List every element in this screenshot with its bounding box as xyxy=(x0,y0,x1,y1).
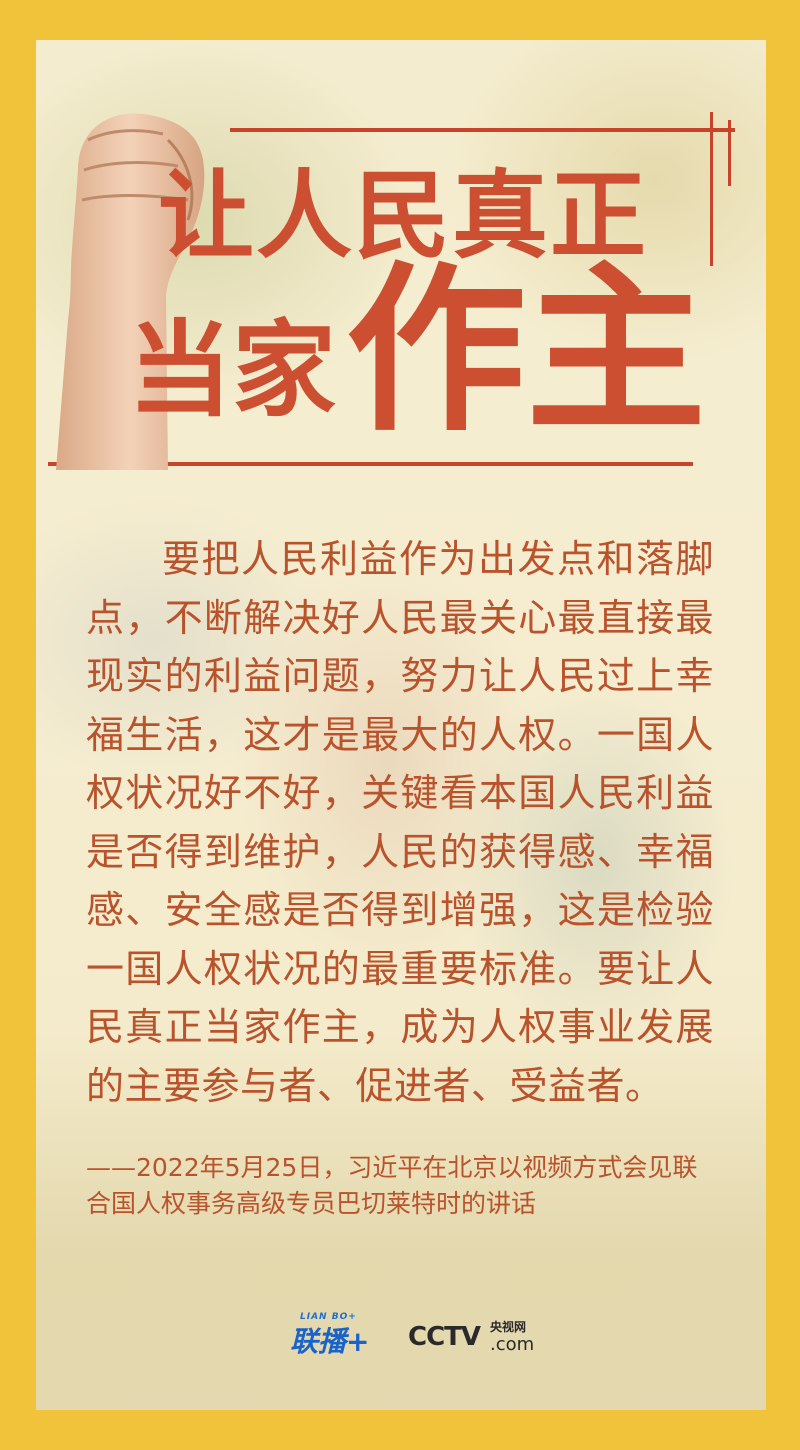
quote-source: ——2022年5月25日，习近平在北京以视频方式会见联合国人权事务高级专员巴切莱… xyxy=(86,1153,698,1218)
lianbo-logo-small-text: LIAN BO+ xyxy=(300,1312,357,1322)
lianbo-logo-text: 联播+ xyxy=(290,1325,370,1358)
cctv-logo-text: CCTV xyxy=(408,1322,481,1352)
lianbo-logo: LIAN BO+ 联播+ xyxy=(290,1312,390,1362)
title-line-2a: 当家 xyxy=(128,309,337,431)
top-rule xyxy=(230,128,735,132)
title-line-1: 让人民真正 xyxy=(158,160,648,272)
cctv-logo-com: .com xyxy=(490,1334,535,1355)
title-line-2b: 作主 xyxy=(346,247,707,456)
bottom-rule xyxy=(48,462,693,466)
cctv-logo: CCTV 央视网 .com xyxy=(408,1318,538,1358)
cctv-logo-cn: 央视网 xyxy=(490,1320,527,1334)
raised-fist-image xyxy=(56,113,205,470)
grass-blur xyxy=(36,1030,766,1410)
right-short-rule xyxy=(728,120,731,186)
right-vertical-rule xyxy=(710,112,713,266)
quote-body: 要把人民利益作为出发点和落脚点，不断解决好人民最关心最直接最现实的利益问题，努力… xyxy=(86,537,714,1108)
